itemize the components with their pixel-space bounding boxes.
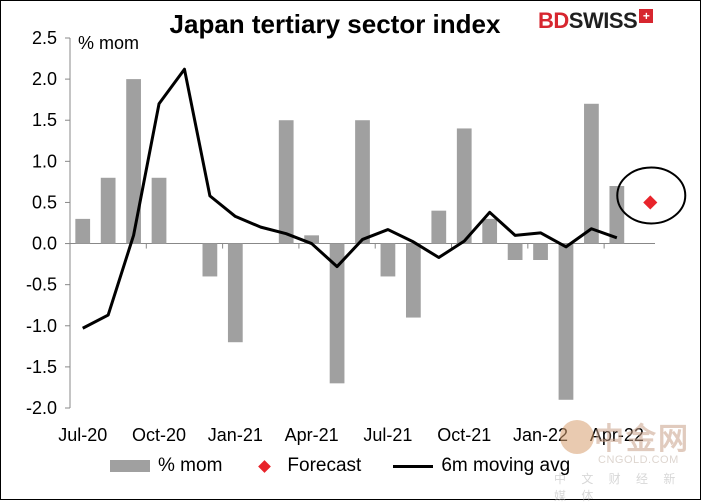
legend-item-line: 6m moving avg (393, 455, 570, 477)
legend-swatch-line (393, 464, 434, 468)
bar (456, 128, 472, 244)
tick-labels: 2.5 2.0 1.5 1.0 0.5 0.0 -0.5 -1.0 -1.5 -2.0Jul-20… (26, 28, 644, 445)
bar (507, 243, 523, 260)
brand-cross-icon: + (639, 9, 654, 23)
bar (558, 243, 574, 400)
bar (126, 79, 141, 244)
watermark-name: 中金网 (594, 423, 690, 456)
bar (609, 186, 625, 244)
y-tick-label: 2.0 (32, 69, 57, 89)
y-tick-label: -2.0 (26, 398, 57, 418)
x-tick-label: Oct-21 (437, 425, 491, 445)
y-tick-label: 0.0 (32, 234, 57, 254)
watermark: 中金网 CNGOLD.COM 中 文 财 经 新 媒 体 (554, 414, 694, 503)
bar (227, 243, 243, 343)
moving-average-line (82, 67, 618, 330)
y-axis-label: % mom (78, 33, 139, 53)
bar (75, 218, 91, 244)
bar (329, 243, 345, 384)
brand-swiss: SWISS (568, 8, 638, 33)
x-tick-label: Jan-22 (513, 425, 568, 445)
legend: % mom Forecast 6m moving avg (110, 454, 602, 478)
forecast-series (616, 166, 687, 225)
bar (431, 210, 447, 244)
bar (100, 177, 116, 244)
x-tick-label: Jul-20 (58, 425, 107, 445)
bar (202, 243, 218, 277)
watermark-sub: 中 文 财 经 新 媒 体 (554, 472, 682, 503)
chart-title: Japan tertiary sector index (169, 9, 501, 39)
bar (304, 235, 320, 244)
watermark-url: CNGOLD.COM (598, 454, 679, 466)
y-tick-label: 1.0 (32, 151, 57, 171)
y-tick-label: 2.5 (32, 28, 57, 48)
bar (482, 218, 498, 244)
y-tick-label: 1.5 (32, 110, 57, 130)
bar (405, 243, 421, 318)
bar (380, 243, 396, 277)
y-tick-label: -1.0 (26, 316, 57, 336)
x-tick-label: Oct-20 (132, 425, 186, 445)
bar (278, 120, 294, 244)
legend-swatch-forecast (258, 459, 272, 473)
bar (533, 243, 548, 260)
y-tick-label: 0.5 (32, 192, 57, 212)
line-series (82, 67, 618, 330)
x-tick-label: Apr-21 (285, 425, 339, 445)
watermark-logo-icon (560, 420, 594, 454)
y-tick-label: -1.5 (26, 357, 57, 377)
legend-swatch-bars (110, 460, 150, 472)
forecast-point (643, 195, 658, 210)
y-tick-label: -0.5 (26, 275, 57, 295)
legend-item-forecast: Forecast (254, 455, 361, 477)
brand-bd: BD (538, 8, 569, 33)
x-tick-label: Jan-21 (208, 425, 263, 445)
bar (584, 103, 599, 244)
legend-label-bars: % mom (158, 455, 223, 476)
x-tick-label: Apr-22 (590, 425, 644, 445)
legend-label-forecast: Forecast (287, 455, 362, 476)
brand-logo: BD SWISS + (538, 8, 654, 33)
x-tick-label: Jul-21 (363, 425, 412, 445)
forecast-circle (616, 166, 687, 225)
legend-item-bars: % mom (110, 455, 222, 477)
bar (151, 177, 167, 244)
legend-label-line: 6m moving avg (441, 455, 571, 476)
bar-series (75, 79, 625, 400)
bar (355, 120, 370, 244)
